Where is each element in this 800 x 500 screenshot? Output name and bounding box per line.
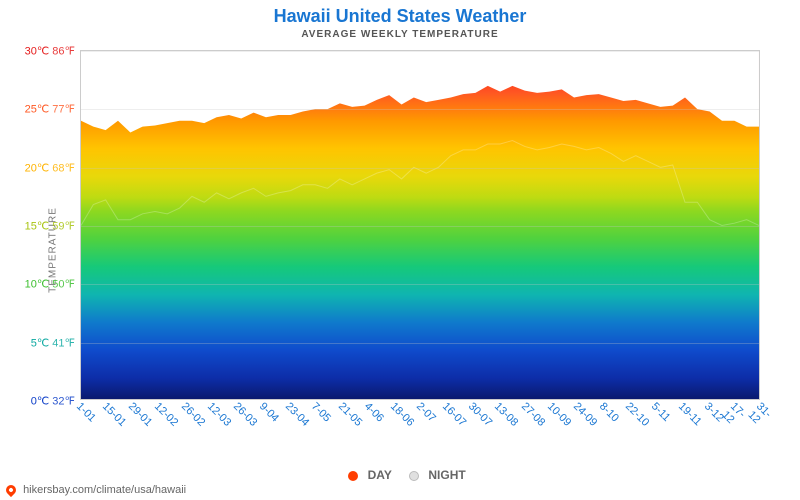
xtick: 8-10	[597, 400, 621, 424]
xtick: 19-11	[675, 400, 703, 428]
day-legend-swatch	[348, 471, 358, 481]
xtick: 23-04	[283, 400, 311, 428]
ytick: 10℃ 50℉	[25, 278, 75, 291]
xtick: 4-06	[362, 400, 386, 424]
xtick: 31-12	[745, 400, 773, 428]
ytick: 0℃ 32℉	[31, 395, 75, 408]
ytick: 25℃ 77℉	[25, 103, 75, 116]
xtick: 30-07	[466, 400, 494, 428]
xtick: 10-09	[545, 400, 573, 428]
ytick: 15℃ 59℉	[25, 220, 75, 233]
source-attribution: hikersbay.com/climate/usa/hawaii	[6, 484, 186, 496]
day-legend-label: DAY	[368, 468, 392, 482]
xtick: 29-01	[126, 400, 154, 428]
xtick: 7-05	[309, 400, 333, 424]
gridline	[81, 109, 759, 110]
xtick: 12-03	[205, 400, 233, 428]
ytick: 20℃ 68℉	[25, 161, 75, 174]
xtick: 26-03	[231, 400, 259, 428]
xtick: 21-05	[335, 400, 363, 428]
gridline	[81, 343, 759, 344]
gridline	[81, 226, 759, 227]
night-legend-label: NIGHT	[428, 468, 465, 482]
page-title: Hawaii United States Weather	[0, 0, 800, 27]
location-pin-icon	[4, 483, 18, 497]
xtick: 22-10	[623, 400, 651, 428]
chart-subtitle: AVERAGE WEEKLY TEMPERATURE	[0, 27, 800, 40]
xtick: 26-02	[179, 400, 207, 428]
xtick: 2-07	[414, 400, 438, 424]
source-url: hikersbay.com/climate/usa/hawaii	[23, 484, 186, 496]
xtick: 5-11	[649, 400, 672, 423]
xtick: 18-06	[388, 400, 416, 428]
temperature-chart: 0℃ 32℉5℃ 41℉10℃ 50℉15℃ 59℉20℃ 68℉25℃ 77℉…	[80, 50, 760, 400]
gridline	[81, 168, 759, 169]
night-legend-swatch	[409, 471, 419, 481]
gridline	[81, 284, 759, 285]
ytick: 30℃ 86℉	[25, 45, 75, 58]
xtick: 16-07	[440, 400, 468, 428]
xtick: 13-08	[492, 400, 520, 428]
xtick: 12-02	[152, 400, 180, 428]
gridline	[81, 51, 759, 52]
xtick: 27-08	[519, 400, 547, 428]
chart-legend: DAY NIGHT	[0, 468, 800, 482]
xtick: 24-09	[571, 400, 599, 428]
ytick: 5℃ 41℉	[31, 336, 75, 349]
xtick: 15-01	[100, 400, 128, 428]
xtick: 1-01	[74, 400, 98, 424]
xtick: 9-04	[257, 400, 281, 424]
